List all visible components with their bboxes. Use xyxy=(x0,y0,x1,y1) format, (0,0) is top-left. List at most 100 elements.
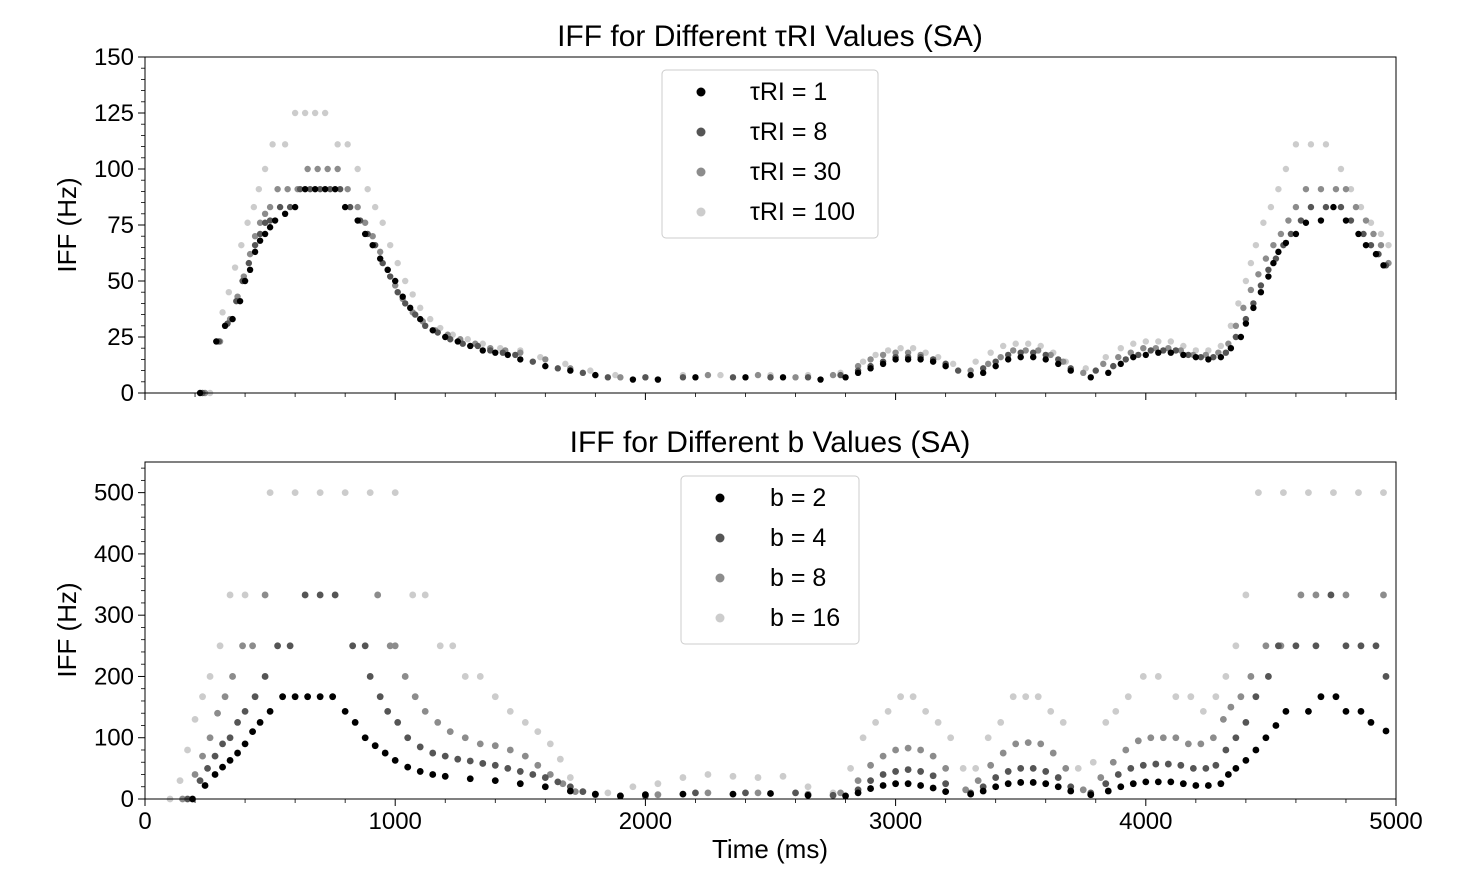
data-point xyxy=(892,356,899,363)
data-point xyxy=(1330,489,1337,497)
data-point xyxy=(1270,259,1277,267)
data-point xyxy=(221,322,229,329)
data-point xyxy=(391,642,399,650)
x-tick-label: 0 xyxy=(138,808,151,835)
data-point xyxy=(266,217,274,224)
data-point xyxy=(429,749,437,757)
data-point xyxy=(256,237,264,244)
data-point xyxy=(1255,271,1262,278)
data-point xyxy=(479,347,486,354)
data-point xyxy=(1232,734,1240,742)
data-point xyxy=(369,241,376,249)
data-point xyxy=(842,374,849,381)
data-point xyxy=(211,752,219,760)
data-point xyxy=(409,291,416,298)
y-tick-label: 150 xyxy=(94,44,134,71)
data-point xyxy=(517,349,524,356)
data-point xyxy=(256,719,264,726)
data-point xyxy=(1154,778,1162,786)
y-tick-label: 400 xyxy=(94,541,134,568)
data-point xyxy=(1362,217,1370,224)
data-point xyxy=(1087,791,1095,799)
data-point xyxy=(304,165,311,173)
data-point xyxy=(1287,230,1295,238)
data-point xyxy=(1022,347,1029,354)
data-point xyxy=(1047,351,1054,359)
data-point xyxy=(1167,349,1175,356)
data-point xyxy=(412,311,419,318)
data-point xyxy=(1172,693,1180,701)
legend-marker xyxy=(715,533,725,543)
legend-marker xyxy=(696,207,706,217)
data-point xyxy=(692,789,699,797)
data-point xyxy=(967,367,974,374)
data-point xyxy=(922,707,930,715)
data-point xyxy=(879,351,887,359)
data-point xyxy=(1042,356,1049,363)
data-point xyxy=(1250,304,1257,312)
data-point xyxy=(1017,779,1025,786)
y-tick-label: 0 xyxy=(121,786,134,813)
data-point xyxy=(1055,360,1062,368)
data-point xyxy=(417,315,424,323)
data-point xyxy=(1104,787,1112,795)
data-point xyxy=(979,369,987,377)
data-point xyxy=(934,353,942,361)
data-point xyxy=(1067,787,1075,795)
data-point xyxy=(974,777,982,785)
legend-marker xyxy=(696,127,706,137)
data-point xyxy=(214,709,221,717)
data-point xyxy=(1312,591,1320,599)
data-point xyxy=(1292,141,1300,148)
data-point xyxy=(542,362,549,370)
data-point xyxy=(206,734,214,742)
data-point xyxy=(417,304,424,312)
data-point xyxy=(879,771,887,778)
data-point xyxy=(1114,771,1122,778)
data-point xyxy=(226,734,234,742)
data-point xyxy=(1147,347,1155,354)
data-point xyxy=(1054,774,1062,781)
data-point xyxy=(219,309,226,316)
data-point xyxy=(261,219,269,226)
data-point xyxy=(376,693,384,701)
data-point xyxy=(261,230,269,238)
data-point xyxy=(421,707,429,715)
data-point xyxy=(854,789,862,797)
legend: b = 2 b = 4 b = 8 b = 16 xyxy=(680,475,860,645)
data-point xyxy=(286,203,294,211)
legend-box xyxy=(661,69,879,239)
data-point xyxy=(1240,304,1247,312)
data-point xyxy=(1227,322,1235,329)
data-point xyxy=(1180,351,1187,359)
panel-tauRI: IFF for Different τRI Values (SA) IFF (H… xyxy=(52,20,1397,407)
data-point xyxy=(409,591,417,599)
data-point xyxy=(942,788,950,796)
data-point xyxy=(872,351,879,359)
data-point xyxy=(1054,783,1062,791)
data-point xyxy=(992,362,999,370)
data-point xyxy=(376,255,384,262)
data-point xyxy=(884,707,892,715)
data-point xyxy=(386,642,394,650)
data-point xyxy=(1124,693,1132,701)
data-point xyxy=(779,374,787,381)
data-point xyxy=(492,349,499,356)
data-point xyxy=(1252,241,1260,249)
data-point xyxy=(984,734,992,742)
data-point xyxy=(386,273,394,280)
data-point xyxy=(1029,779,1037,786)
data-point xyxy=(867,356,874,363)
data-point xyxy=(269,141,276,148)
data-point xyxy=(892,746,899,754)
data-point xyxy=(244,219,251,226)
data-point xyxy=(226,591,234,599)
y-tick-label: 125 xyxy=(94,100,134,127)
data-point xyxy=(1167,778,1175,786)
data-point xyxy=(1242,320,1250,327)
data-point xyxy=(1342,642,1350,650)
data-point xyxy=(506,746,514,754)
data-point xyxy=(972,358,979,365)
data-point xyxy=(392,277,399,285)
data-point xyxy=(1260,219,1267,226)
